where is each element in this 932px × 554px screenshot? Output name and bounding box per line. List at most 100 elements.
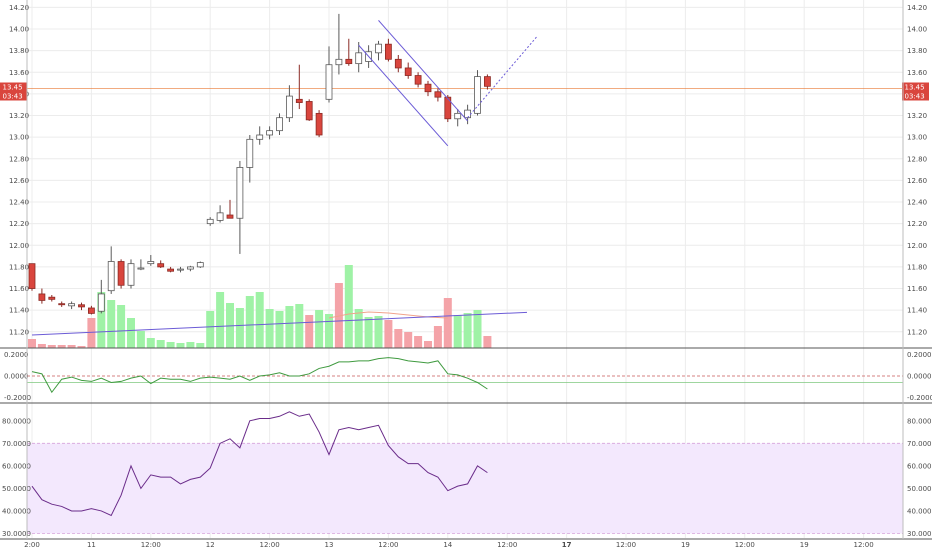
candle-down[interactable] [394, 58, 402, 69]
rsi-tick-label-left: 80.0000 [2, 417, 31, 425]
candle-down[interactable] [483, 76, 491, 87]
rsi-tick-label-left: 50.0000 [2, 485, 31, 493]
candle-up[interactable] [236, 167, 244, 219]
candle-down[interactable] [404, 67, 412, 76]
y-tick-label-right: 14.00 [907, 26, 927, 34]
candle-up[interactable] [285, 95, 293, 119]
candle-up[interactable] [127, 263, 135, 286]
x-tick-label: 13 [325, 541, 334, 549]
candle-down[interactable] [345, 58, 353, 65]
y-tick-label-left: 14.20 [9, 4, 29, 12]
volume-bar [235, 308, 244, 348]
candle-up[interactable] [335, 58, 343, 66]
osc-series-line[interactable] [31, 357, 488, 394]
candle-down[interactable] [88, 307, 95, 314]
x-tick-label: 19 [800, 541, 809, 549]
volume-bar [463, 313, 472, 348]
candle-up[interactable] [375, 43, 382, 54]
candle-down[interactable] [48, 296, 56, 300]
volume-bar [275, 311, 284, 348]
volume-bar [265, 309, 274, 348]
candle-up[interactable] [325, 64, 333, 100]
rsi-series-line[interactable] [31, 411, 488, 517]
volume-bar [176, 343, 185, 348]
candle-down[interactable] [384, 43, 392, 60]
y-tick-label-right: 11.60 [907, 285, 927, 293]
candle-down[interactable] [424, 83, 432, 93]
rsi-tick-label-right: 80.0000 [907, 417, 932, 425]
trendline[interactable] [358, 44, 449, 147]
candle-down[interactable] [315, 112, 323, 136]
candle-down[interactable] [295, 98, 303, 103]
rsi-tick-label-right: 70.0000 [907, 440, 932, 448]
candle-down[interactable] [226, 214, 234, 219]
candle-up[interactable] [216, 212, 224, 221]
y-tick-label-right: 12.80 [907, 155, 927, 163]
price-badge-value: 13.45 [905, 84, 925, 92]
candle-down[interactable] [157, 263, 165, 268]
volume-bar [67, 345, 76, 348]
candle-up[interactable] [196, 262, 204, 268]
trendline[interactable] [378, 20, 468, 122]
y-tick-label-right: 12.40 [907, 199, 927, 207]
time-badge-left [0, 91, 27, 101]
candle-up[interactable] [464, 109, 472, 119]
volume-bar [97, 292, 106, 348]
volume-bar [146, 338, 155, 348]
candle-up[interactable] [454, 112, 462, 120]
candle-down[interactable] [305, 101, 313, 121]
candle-up[interactable] [97, 293, 105, 312]
candle-up[interactable] [256, 134, 264, 140]
candle-down[interactable] [414, 75, 422, 85]
candle-up[interactable] [206, 218, 214, 225]
candle-up[interactable] [355, 52, 363, 65]
volume-bar [156, 340, 165, 348]
candle-down[interactable] [38, 293, 46, 301]
y-tick-label-right: 13.80 [907, 47, 927, 55]
volume-bar [473, 310, 482, 348]
candle-down[interactable] [78, 304, 85, 308]
candle-down[interactable] [444, 96, 452, 120]
candle-down[interactable] [28, 263, 36, 289]
candle-up[interactable] [107, 261, 115, 292]
y-tick-label-left: 12.00 [9, 242, 29, 250]
candle-up[interactable] [177, 268, 184, 271]
y-tick-label-left: 11.80 [9, 263, 29, 271]
candle-up[interactable] [266, 130, 274, 136]
time-badge-right [902, 91, 929, 101]
volume-bar [107, 300, 116, 348]
volume-bar [483, 336, 492, 348]
osc-tick-label-right: 0.0000 [907, 373, 932, 381]
y-tick-label-left: 13.00 [9, 134, 29, 142]
candle-up[interactable] [474, 76, 481, 114]
candle-up[interactable] [147, 261, 155, 265]
candle-up[interactable] [68, 303, 75, 307]
candle-down[interactable] [434, 91, 442, 98]
x-tick-label: 12:00 [497, 541, 517, 549]
trendline[interactable] [467, 36, 538, 119]
y-tick-label-left: 13.80 [9, 47, 29, 55]
x-tick-label: 2:00 [24, 541, 40, 549]
volume-bar [57, 345, 66, 348]
candle-up[interactable] [186, 266, 194, 270]
y-tick-label-left: 12.40 [9, 199, 29, 207]
osc-tick-label-left: 0.0000 [4, 373, 29, 381]
volume-bar [28, 339, 36, 348]
trendline[interactable] [31, 311, 528, 336]
candle-down[interactable] [58, 303, 66, 306]
volume-bar [196, 343, 205, 348]
y-tick-label-right: 13.00 [907, 134, 927, 142]
volume-bar [47, 345, 56, 348]
volume-bar [394, 329, 403, 348]
candle-up[interactable] [137, 267, 145, 270]
candle-down[interactable] [117, 261, 125, 286]
candle-up[interactable] [276, 117, 283, 132]
candle-down[interactable] [167, 268, 175, 272]
rsi-tick-label-left: 30.0000 [2, 530, 31, 538]
volume-bar [384, 320, 393, 348]
candle-up[interactable] [246, 138, 254, 168]
volume-bar [404, 332, 413, 348]
y-tick-label-right: 11.20 [907, 328, 927, 336]
x-tick-label: 19 [681, 541, 690, 549]
